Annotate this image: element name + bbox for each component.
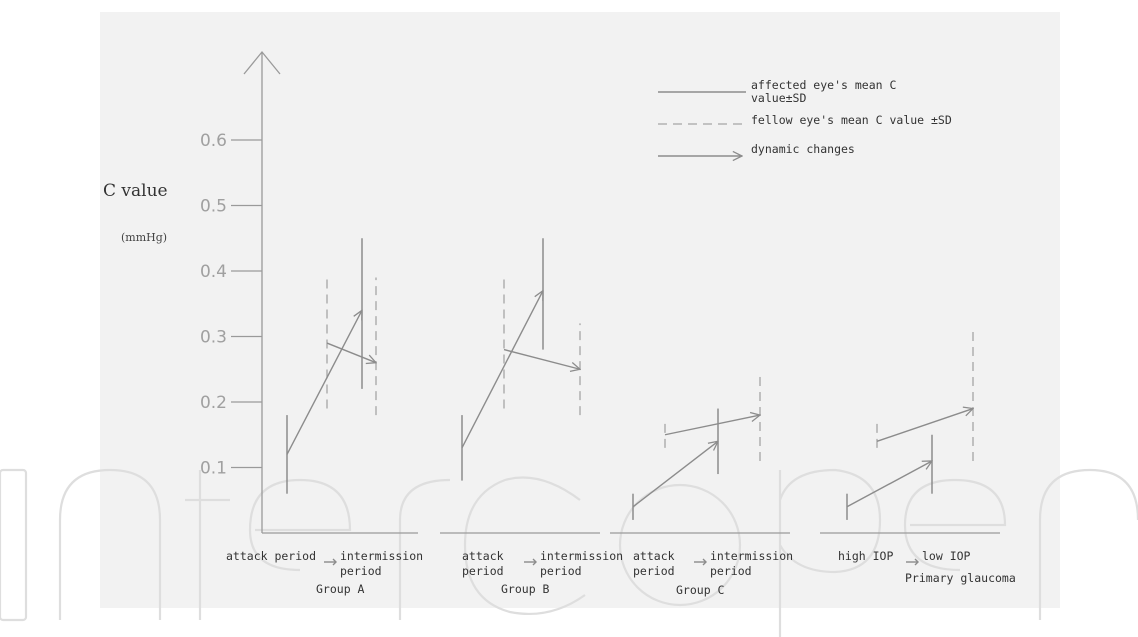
end-label-line1: intermission [540, 549, 623, 563]
fellow-change-arrow [876, 409, 973, 442]
y-tick-label: 0.1 [200, 459, 227, 479]
start-label-line1: attack [633, 549, 675, 563]
affected-change-arrow [846, 461, 932, 508]
legend-label: dynamic changes [751, 142, 855, 156]
y-axis-arrowhead [243, 50, 281, 75]
group-name-label: Group A [316, 582, 365, 596]
start-label-line2: period [462, 564, 504, 578]
period-arrowhead-icon [532, 558, 537, 566]
end-label-line2: period [540, 564, 582, 578]
period-arrowhead-icon [914, 558, 919, 566]
legend-entry-dashed: fellow eye's mean C value ±SD [658, 113, 952, 127]
start-label-line2: period [633, 564, 675, 578]
y-ticks: 0.1 0.2 0.3 0.4 0.5 0.6 [200, 131, 262, 479]
y-axis-label: C value [103, 181, 168, 201]
legend-label: affected eye's mean C [751, 78, 896, 92]
y-axis-unit: (mmHg) [121, 231, 167, 244]
affected-change-arrow [286, 310, 362, 455]
affected-change-arrow [632, 441, 718, 508]
start-label-line1: attack period [226, 549, 316, 563]
end-label-line2: period [710, 564, 752, 578]
figure-background [100, 12, 1060, 608]
y-tick-label: 0.2 [200, 393, 227, 413]
fellow-change-arrow [664, 415, 760, 436]
legend-label-line2: value±SD [751, 91, 806, 105]
fellow-change-arrow [326, 342, 376, 363]
legend-label: fellow eye's mean C value ±SD [751, 113, 952, 127]
axes [243, 50, 1000, 534]
group-4: high IOP low IOP Primary glaucoma [838, 329, 1016, 585]
group-name-label: Group C [676, 583, 725, 597]
end-label-line2: period [340, 564, 382, 578]
start-label-line1: high IOP [838, 549, 893, 563]
group-name-label: Primary glaucoma [905, 571, 1016, 585]
fellow-change-arrow [503, 348, 580, 370]
y-tick-label: 0.6 [200, 131, 227, 151]
affected-change-arrow [461, 291, 543, 449]
y-tick-label: 0.3 [200, 328, 227, 348]
watermark-logo [0, 468, 1138, 637]
y-tick-label: 0.5 [200, 197, 227, 217]
group-name-label: Group B [501, 582, 550, 596]
period-arrowhead-icon [702, 558, 707, 566]
start-label-line1: attack [462, 549, 504, 563]
end-label-line1: intermission [340, 549, 423, 563]
y-tick-label: 0.4 [200, 262, 227, 282]
end-label-line1: low IOP [922, 549, 971, 563]
legend-entry-arrow: dynamic changes [658, 142, 855, 156]
end-label-line1: intermission [710, 549, 793, 563]
period-arrowhead-icon [332, 558, 337, 566]
